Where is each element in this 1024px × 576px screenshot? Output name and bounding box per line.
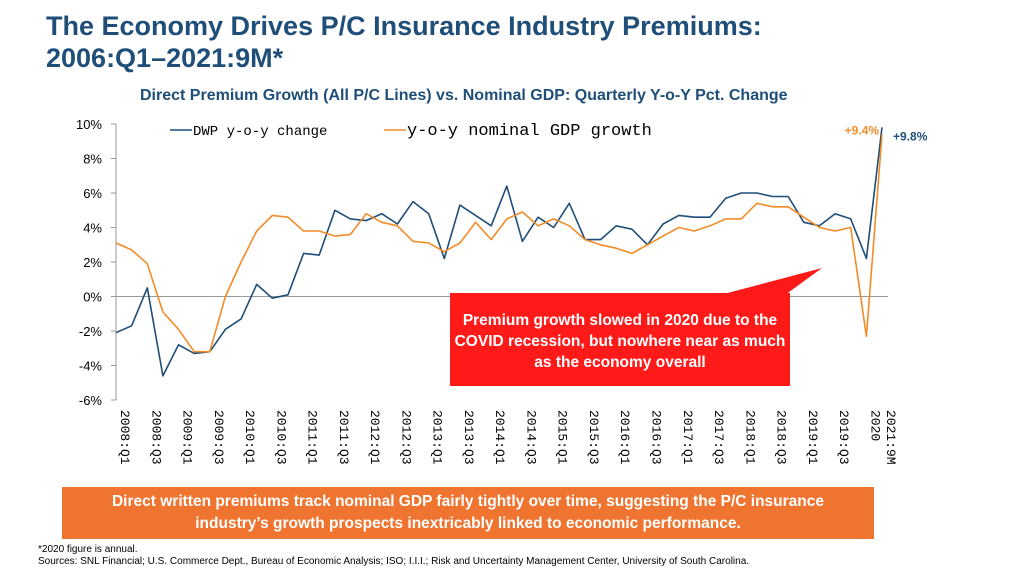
callout-pointer bbox=[720, 268, 822, 295]
x-tick-label: 2019:Q1 bbox=[805, 410, 820, 465]
x-tick-label: 2019:Q3 bbox=[836, 410, 851, 465]
y-tick-label: -4% bbox=[79, 359, 103, 374]
x-tick-label: 2009:Q3 bbox=[211, 410, 226, 465]
y-tick-label: -2% bbox=[79, 324, 103, 339]
gdp-series-line bbox=[115, 134, 883, 353]
x-tick-label: 2020 bbox=[867, 410, 882, 441]
x-tick-label: 2013:Q1 bbox=[430, 410, 445, 465]
footnote-sources: Sources: SNL Financial; U.S. Commerce De… bbox=[38, 556, 750, 567]
y-tick-label: -6% bbox=[79, 393, 103, 408]
y-tick-label: 0% bbox=[83, 290, 102, 305]
x-tick-label: 2013:Q3 bbox=[461, 410, 476, 465]
x-tick-label: 2016:Q3 bbox=[649, 410, 664, 465]
x-tick-label: 2009:Q1 bbox=[180, 410, 195, 465]
x-tick-label: 2012:Q1 bbox=[367, 410, 382, 465]
y-tick-label: 6% bbox=[83, 186, 102, 201]
chart-subtitle: Direct Premium Growth (All P/C Lines) vs… bbox=[140, 87, 788, 104]
y-tick-label: 2% bbox=[83, 255, 102, 270]
x-tick-label: 2018:Q1 bbox=[742, 410, 757, 465]
title-line-1: The Economy Drives P/C Insurance Industr… bbox=[46, 11, 762, 41]
banner-text: Direct written premiums track nominal GD… bbox=[111, 493, 825, 532]
x-tick-label: 2021:9M bbox=[883, 410, 898, 465]
gdp-end-label: +9.4% bbox=[845, 123, 880, 137]
x-tick-label: 2015:Q3 bbox=[586, 410, 601, 465]
callout-text: Premium growth slowed in 2020 due to the… bbox=[454, 312, 786, 371]
x-tick-label: 2014:Q1 bbox=[492, 410, 507, 465]
x-tick-label: 2008:Q1 bbox=[117, 410, 132, 465]
footnote-note: *2020 figure is annual. bbox=[38, 544, 138, 555]
x-tick-label: 2017:Q3 bbox=[711, 410, 726, 465]
x-tick-label: 2017:Q1 bbox=[680, 410, 695, 465]
x-tick-label: 2014:Q3 bbox=[523, 410, 538, 465]
dwp-series-line bbox=[115, 127, 883, 377]
summary-banner: Direct written premiums track nominal GD… bbox=[62, 487, 874, 539]
dwp-end-label: +9.8% bbox=[893, 129, 928, 143]
x-tick-label: 2010:Q1 bbox=[242, 410, 257, 465]
x-tick-label: 2008:Q3 bbox=[148, 410, 163, 465]
y-tick-label: 8% bbox=[83, 152, 102, 167]
x-tick-label: 2011:Q1 bbox=[305, 410, 320, 465]
legend-label-dwp: DWP y-o-y change bbox=[193, 124, 327, 140]
x-tick-label: 2016:Q1 bbox=[617, 410, 632, 465]
x-tick-label: 2010:Q3 bbox=[273, 410, 288, 465]
covid-callout-box: Premium growth slowed in 2020 due to the… bbox=[450, 293, 790, 386]
legend-label-gdp: y-o-y nominal GDP growth bbox=[407, 122, 652, 141]
title-line-2: 2006:Q1–2021:9M* bbox=[46, 43, 284, 73]
footnote: *2020 figure is annual. Sources: SNL Fin… bbox=[38, 544, 749, 568]
y-tick-label: 4% bbox=[83, 221, 102, 236]
x-tick-label: 2012:Q3 bbox=[398, 410, 413, 465]
y-tick-label: 10% bbox=[76, 117, 102, 132]
x-tick-label: 2011:Q3 bbox=[336, 410, 351, 465]
line-chart: 10% 8% 6% 4% 2% 0% -2% -4% -6% 2008:Q1 2008:Q3 2009… bbox=[76, 117, 928, 465]
x-tick-label: 2015:Q1 bbox=[555, 410, 570, 465]
x-tick-label: 2018:Q3 bbox=[774, 410, 789, 465]
page-title: The Economy Drives P/C Insurance Industr… bbox=[46, 10, 946, 74]
